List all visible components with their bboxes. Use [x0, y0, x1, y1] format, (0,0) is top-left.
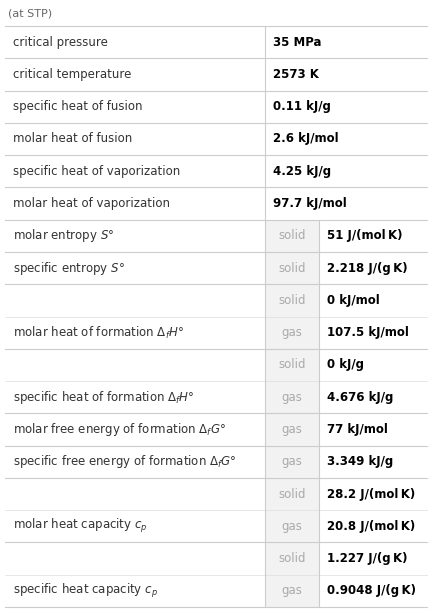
- Text: solid: solid: [278, 359, 306, 371]
- Text: gas: gas: [282, 455, 302, 468]
- Text: 2573 K: 2573 K: [273, 68, 318, 81]
- Text: specific free energy of formation $\Delta_f G$°: specific free energy of formation $\Delt…: [13, 453, 237, 470]
- Text: critical temperature: critical temperature: [13, 68, 131, 81]
- Text: molar free energy of formation $\Delta_f G$°: molar free energy of formation $\Delta_f…: [13, 421, 226, 438]
- Text: gas: gas: [282, 390, 302, 404]
- Text: specific heat of vaporization: specific heat of vaporization: [13, 165, 180, 178]
- Text: 77 kJ/mol: 77 kJ/mol: [327, 423, 388, 436]
- Text: solid: solid: [278, 262, 306, 274]
- Text: molar heat of formation $\Delta_f H$°: molar heat of formation $\Delta_f H$°: [13, 324, 184, 341]
- Bar: [264, 510, 319, 543]
- Text: 20.8 J/(mol K): 20.8 J/(mol K): [327, 520, 416, 533]
- Text: 35 MPa: 35 MPa: [273, 35, 321, 49]
- Text: 97.7 kJ/mol: 97.7 kJ/mol: [273, 197, 346, 210]
- Text: (at STP): (at STP): [8, 9, 52, 19]
- Text: specific heat of formation $\Delta_f H$°: specific heat of formation $\Delta_f H$°: [13, 389, 194, 406]
- Text: gas: gas: [282, 584, 302, 598]
- Text: molar heat of fusion: molar heat of fusion: [13, 133, 132, 145]
- Text: molar heat capacity $c_p$: molar heat capacity $c_p$: [13, 518, 148, 535]
- Text: 0.9048 J/(g K): 0.9048 J/(g K): [327, 584, 416, 598]
- Text: 0 kJ/mol: 0 kJ/mol: [327, 294, 380, 307]
- Text: 2.218 J/(g K): 2.218 J/(g K): [327, 262, 408, 274]
- Text: solid: solid: [278, 229, 306, 243]
- Text: gas: gas: [282, 326, 302, 339]
- Text: 0.11 kJ/g: 0.11 kJ/g: [273, 100, 330, 113]
- Bar: [264, 252, 319, 284]
- Bar: [264, 220, 319, 252]
- Text: solid: solid: [278, 552, 306, 565]
- Text: solid: solid: [278, 294, 306, 307]
- Text: gas: gas: [282, 520, 302, 533]
- Bar: [264, 413, 319, 445]
- Bar: [264, 381, 319, 413]
- Text: 51 J/(mol K): 51 J/(mol K): [327, 229, 403, 243]
- Text: 0 kJ/g: 0 kJ/g: [327, 359, 364, 371]
- Bar: [264, 575, 319, 607]
- Bar: [264, 349, 319, 381]
- Bar: [264, 445, 319, 478]
- Text: 4.25 kJ/g: 4.25 kJ/g: [273, 165, 330, 178]
- Text: gas: gas: [282, 423, 302, 436]
- Text: solid: solid: [278, 488, 306, 500]
- Text: molar heat of vaporization: molar heat of vaporization: [13, 197, 170, 210]
- Text: specific entropy $S$°: specific entropy $S$°: [13, 260, 125, 277]
- Text: specific heat of fusion: specific heat of fusion: [13, 100, 143, 113]
- Text: 2.6 kJ/mol: 2.6 kJ/mol: [273, 133, 338, 145]
- Text: 1.227 J/(g K): 1.227 J/(g K): [327, 552, 408, 565]
- Bar: [264, 543, 319, 575]
- Text: 28.2 J/(mol K): 28.2 J/(mol K): [327, 488, 416, 500]
- Text: specific heat capacity $c_p$: specific heat capacity $c_p$: [13, 582, 158, 600]
- Text: 4.676 kJ/g: 4.676 kJ/g: [327, 390, 394, 404]
- Text: 3.349 kJ/g: 3.349 kJ/g: [327, 455, 394, 468]
- Text: critical pressure: critical pressure: [13, 35, 108, 49]
- Text: molar entropy $S$°: molar entropy $S$°: [13, 227, 114, 244]
- Bar: [264, 284, 319, 316]
- Bar: [264, 478, 319, 510]
- Bar: [264, 316, 319, 349]
- Text: 107.5 kJ/mol: 107.5 kJ/mol: [327, 326, 409, 339]
